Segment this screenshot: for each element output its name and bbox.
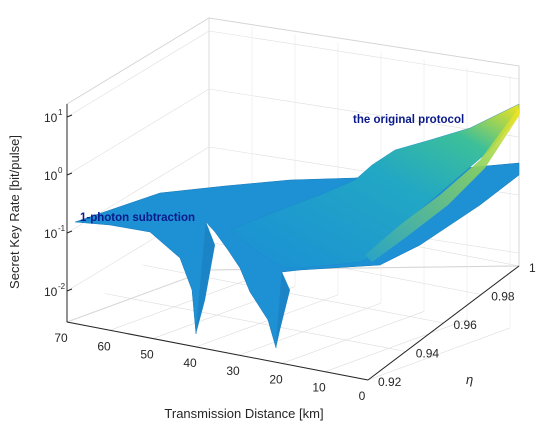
z-tick-exponent: -2 — [58, 282, 66, 291]
z-axis-label: Secret Key Rate [bit/pulse] — [7, 135, 22, 289]
x-tick-label: 70 — [54, 331, 68, 345]
x-tick-label: 10 — [312, 381, 326, 395]
y-tick-label: 0.96 — [454, 318, 478, 332]
z-tick-label: 10 — [44, 111, 58, 125]
z-tick-exponent: -1 — [58, 224, 66, 233]
x-tick-label: 20 — [269, 372, 283, 386]
y-axis-label: η — [466, 372, 473, 387]
x-tick-label: 60 — [97, 339, 111, 353]
z-tick-exponent: 1 — [58, 108, 63, 117]
z-tick-label: 10 — [44, 227, 58, 241]
annotation-1-photon-subtraction: 1-photon subtraction — [80, 212, 195, 224]
y-tick-label: 0.94 — [416, 347, 440, 361]
y-tick-label: 0.98 — [491, 290, 515, 304]
y-tick-label: 0.92 — [378, 375, 402, 389]
z-tick-label: 10 — [44, 169, 58, 183]
x-tick-label: 0 — [359, 389, 366, 403]
z-tick-label: 10 — [44, 285, 58, 299]
x-axis-label: Transmission Distance [km] — [164, 406, 323, 421]
x-tick-label: 30 — [226, 364, 240, 378]
axes-lines — [66, 104, 520, 381]
y-tick-label: 1 — [529, 261, 536, 275]
x-tick-label: 50 — [140, 348, 154, 362]
annotation-original-protocol: the original protocol — [353, 114, 464, 126]
surface-plot — [74, 103, 520, 349]
z-tick-exponent: 0 — [58, 166, 63, 175]
x-tick-label: 40 — [183, 356, 197, 370]
